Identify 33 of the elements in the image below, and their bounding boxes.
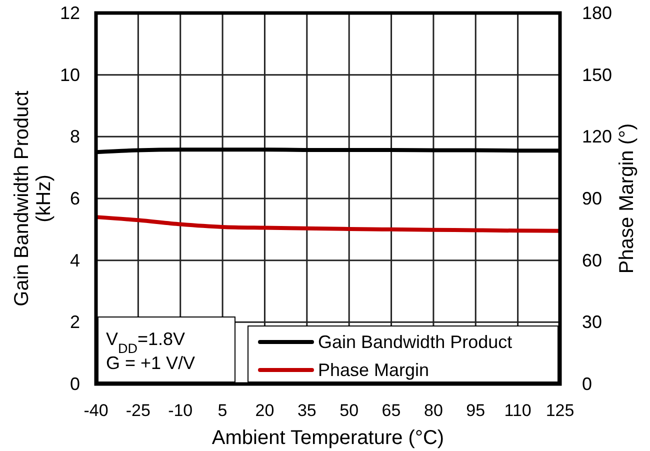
y2-tick-label: 150 — [582, 64, 612, 85]
y-tick-label: 4 — [70, 250, 80, 270]
x-tick-label: 95 — [466, 401, 486, 420]
x-tick-label: 5 — [218, 401, 228, 420]
y-tick-label: 8 — [70, 126, 80, 147]
y-tick-label: 2 — [70, 312, 80, 332]
x-tick-label: -40 — [84, 401, 108, 420]
legend-label: Phase Margin — [318, 360, 430, 380]
y2-axis-title: Phase Margin (°) — [616, 123, 638, 274]
x-tick-label: 125 — [546, 401, 574, 420]
annotation: V$_{DD}$=1.8V — [106, 329, 186, 356]
x-axis-title: Ambient Temperature (°C) — [212, 427, 444, 449]
x-tick-label: 80 — [424, 401, 443, 420]
y-tick-label: 10 — [60, 64, 80, 85]
y2-tick-label: 180 — [582, 3, 612, 23]
y-tick-label: 0 — [70, 374, 80, 394]
x-tick-label: 65 — [382, 401, 401, 420]
x-tick-label: 35 — [297, 401, 316, 420]
x-tick-label: -25 — [126, 401, 150, 420]
y2-tick-label: 90 — [582, 188, 602, 208]
y2-tick-label: 120 — [582, 126, 612, 147]
x-tick-label: 110 — [504, 401, 532, 420]
y2-tick-label: 0 — [582, 374, 592, 394]
y-tick-label: 12 — [60, 3, 80, 23]
legend-label: Gain Bandwidth Product — [318, 332, 512, 352]
y-tick-label: 6 — [70, 188, 80, 208]
y2-tick-label: 60 — [582, 250, 602, 270]
annotation: G = +1 V/V — [106, 353, 196, 373]
x-tick-label: 50 — [340, 401, 359, 420]
y2-tick-label: 30 — [582, 312, 602, 332]
x-tick-label: -10 — [168, 401, 193, 420]
x-tick-label: 20 — [255, 401, 274, 420]
y-axis-title: Gain Bandwidth Product (kHz) — [11, 90, 55, 306]
